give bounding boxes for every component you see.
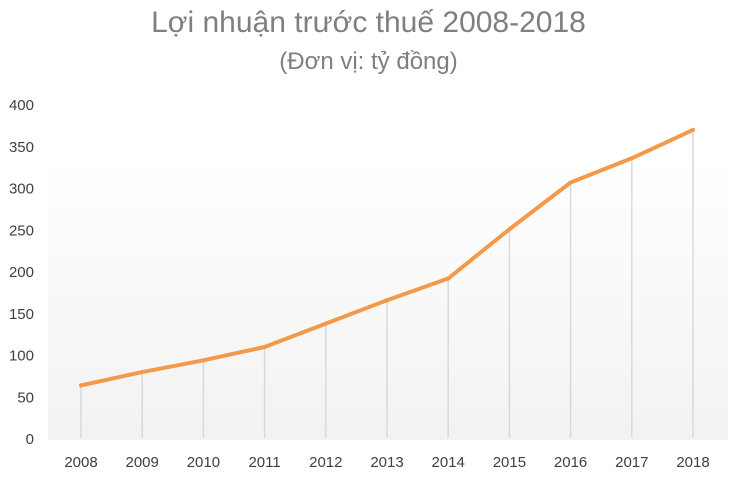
y-tick-label: 350 [9,139,34,156]
x-tick-label: 2010 [187,454,220,471]
y-tick-label: 250 [9,222,34,239]
x-tick-label: 2011 [248,454,280,471]
y-tick-label: 0 [26,431,34,448]
x-tick-label: 2013 [370,454,403,471]
data-point [629,156,634,161]
data-point [691,127,695,132]
data-point [262,344,267,349]
data-point [323,321,328,326]
data-point [507,227,512,232]
data-point [140,370,145,375]
data-point [568,180,573,185]
y-tick-label: 100 [9,348,34,365]
x-tick-label: 2017 [615,454,648,471]
x-tick-label: 2018 [676,454,709,471]
y-tick-label: 400 [9,97,34,114]
x-tick-label: 2009 [126,454,159,471]
data-point [201,358,206,363]
x-tick-label: 2016 [554,454,587,471]
x-tick-label: 2008 [64,454,97,471]
y-tick-label: 150 [9,306,34,323]
data-point [385,298,389,303]
y-tick-label: 200 [9,264,34,281]
data-point [79,383,83,388]
data-point [446,276,451,281]
y-tick-label: 300 [9,181,34,198]
x-tick-label: 2012 [309,454,342,471]
chart-title: Lợi nhuận trước thuế 2008-2018 [151,6,586,39]
x-tick-label: 2015 [493,454,526,471]
y-tick-label: 50 [17,389,34,406]
x-tick-label: 2014 [432,454,465,471]
chart-subtitle: (Đơn vị: tỷ đồng) [279,48,458,75]
